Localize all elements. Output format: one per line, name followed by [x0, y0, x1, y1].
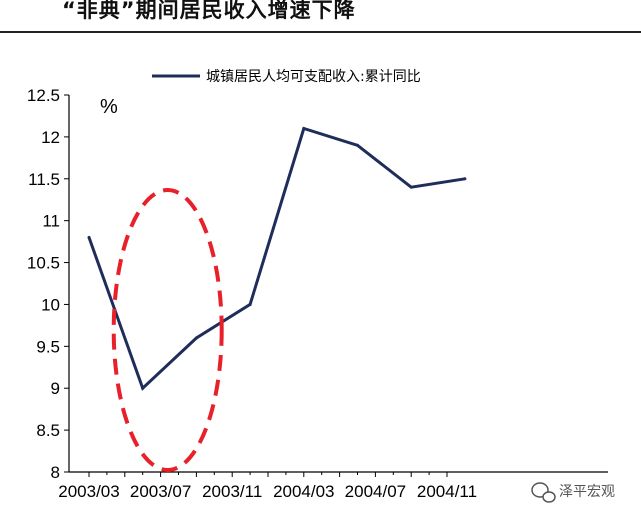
- title-divider: [0, 31, 641, 33]
- y-tick-label: 10.5: [27, 254, 60, 273]
- data-point: [463, 177, 467, 181]
- series-group: [87, 126, 467, 391]
- chart-title: “非典”期间居民收入增速下降: [62, 0, 356, 22]
- x-tick-label: 2004/11: [417, 482, 477, 501]
- x-axis: 2003/03 2003/07 2003/11 2004/03 2004/07 2004/…: [58, 471, 608, 501]
- y-tick-label: 11.5: [28, 170, 60, 189]
- x-tick-label: 2003/03: [58, 482, 119, 501]
- data-point: [141, 386, 145, 390]
- y-tick-label: 12: [41, 128, 60, 147]
- wechat-bubble-large: [531, 482, 549, 498]
- y-tick-label: 12.5: [27, 86, 60, 105]
- legend: 城镇居民人均可支配收入:累计同比: [152, 69, 421, 85]
- data-point: [356, 143, 359, 147]
- x-tick-label: 2004/03: [273, 482, 334, 501]
- y-tick-label: 9.5: [36, 337, 60, 356]
- annotation-group: [111, 188, 224, 472]
- highlight-ellipse: [111, 188, 224, 472]
- y-tick-label: 11: [42, 212, 60, 231]
- x-tick-label: 2003/07: [130, 482, 191, 501]
- legend-label: 城镇居民人均可支配收入:累计同比: [206, 69, 421, 85]
- y-tick-label: 9: [51, 379, 60, 398]
- data-point: [302, 127, 306, 131]
- wechat-bubble-small: [542, 491, 556, 503]
- y-axis: 8 8.5 9 9.5 10 10.5 11 11.5 12 12.5: [27, 86, 70, 482]
- wechat-icon: [531, 482, 556, 503]
- watermark: 泽平宏观: [531, 482, 615, 503]
- x-tick-label: 2003/11: [202, 482, 262, 501]
- series-line: [87, 126, 466, 391]
- watermark-text: 泽平宏观: [559, 484, 615, 500]
- unit-label: %: [100, 96, 118, 118]
- x-tick-label: 2004/07: [345, 482, 406, 501]
- data-point: [409, 185, 413, 189]
- y-tick-label: 8.5: [36, 421, 60, 440]
- y-tick-label: 8: [51, 463, 60, 482]
- data-point: [248, 302, 252, 306]
- data-point: [194, 336, 198, 340]
- data-point: [87, 235, 91, 239]
- y-tick-label: 10: [41, 295, 60, 314]
